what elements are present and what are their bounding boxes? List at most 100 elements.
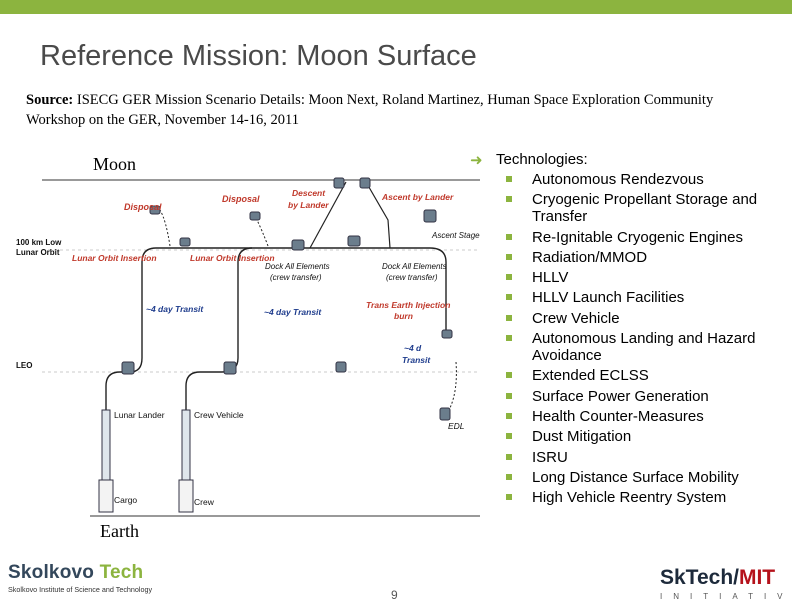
technology-item: Autonomous Rendezvous bbox=[506, 171, 790, 188]
moon-label: Moon bbox=[93, 154, 137, 174]
technology-item: Cryogenic Propellant Storage and Transfe… bbox=[506, 191, 790, 225]
technologies-heading-text: Technologies: bbox=[496, 151, 588, 168]
technology-item: Autonomous Landing and Hazard Avoidance bbox=[506, 330, 790, 364]
square-bullet-icon bbox=[506, 392, 512, 399]
slide-title: Reference Mission: Moon Surface bbox=[40, 40, 477, 72]
square-bullet-icon bbox=[506, 372, 512, 379]
ascent-path bbox=[365, 181, 391, 249]
technology-item-text: HLLV Launch Facilities bbox=[532, 289, 685, 307]
technology-item: Health Counter-Measures bbox=[506, 408, 790, 425]
loi-label-2: Lunar Orbit Insertion bbox=[190, 253, 275, 263]
edl-label: EDL bbox=[448, 421, 465, 431]
edl-arrow bbox=[449, 361, 457, 409]
technology-item-text: Health Counter-Measures bbox=[532, 407, 704, 425]
technology-item-text: ISRU bbox=[532, 448, 568, 466]
sktech-mit-logo: SkTech/MIT INITIATIVE bbox=[660, 566, 792, 601]
technology-item-text: Re-Ignitable Cryogenic Engines bbox=[532, 228, 743, 246]
descent-label-1: Descent bbox=[292, 188, 326, 198]
source-label: Source: bbox=[26, 92, 74, 108]
arrow-bullet-icon: ➜ bbox=[470, 152, 483, 169]
transit-label-3b: Transit bbox=[402, 355, 431, 365]
ascent-lander-label: Ascent by Lander bbox=[381, 192, 454, 202]
square-bullet-icon bbox=[506, 196, 512, 203]
earth-label: Earth bbox=[100, 521, 139, 541]
dock-label-1a: Dock All Elements bbox=[265, 262, 330, 271]
technology-item-text: Crew Vehicle bbox=[532, 309, 620, 327]
square-bullet-icon bbox=[506, 453, 512, 460]
technology-item-text: Surface Power Generation bbox=[532, 387, 709, 405]
square-bullet-icon bbox=[506, 473, 512, 480]
technologies-heading: ➜ Technologies: bbox=[470, 151, 790, 169]
technologies-list: ➜ Technologies: Autonomous Rendezvous Cry… bbox=[470, 151, 790, 509]
technology-item-text: Autonomous Rendezvous bbox=[532, 171, 704, 188]
logo-initiative: INITIATIVE bbox=[660, 592, 792, 601]
technology-item: Extended ECLSS bbox=[506, 367, 790, 384]
technology-item: Long Distance Surface Mobility bbox=[506, 469, 790, 486]
page-number: 9 bbox=[391, 588, 398, 602]
transit-label-1: ~4 day Transit bbox=[146, 304, 204, 314]
crew-label: Crew bbox=[194, 497, 215, 507]
square-bullet-icon bbox=[506, 314, 512, 321]
technology-item-text: HLLV bbox=[532, 269, 569, 287]
square-bullet-icon bbox=[506, 294, 512, 301]
technology-item: High Vehicle Reentry System bbox=[506, 489, 790, 506]
technology-item: Crew Vehicle bbox=[506, 310, 790, 327]
square-bullet-icon bbox=[506, 412, 512, 419]
technology-item: Dust Mitigation bbox=[506, 428, 790, 445]
source-citation: Source: ISECG GER Mission Scenario Detai… bbox=[26, 90, 746, 130]
technologies-items: Autonomous Rendezvous Cryogenic Propellan… bbox=[470, 171, 790, 506]
crew-path bbox=[185, 247, 253, 480]
return-path bbox=[310, 247, 447, 330]
square-bullet-icon bbox=[506, 433, 512, 440]
ascent-stage-label: Ascent Stage bbox=[431, 231, 480, 240]
technology-item-text: Autonomous Landing and Hazard Avoidance bbox=[532, 330, 756, 365]
square-bullet-icon bbox=[506, 253, 512, 260]
technology-item-text: Extended ECLSS bbox=[532, 367, 649, 385]
logo-subtitle: Skolkovo Institute of Science and Techno… bbox=[8, 585, 153, 594]
tei-label-1: Trans Earth Injection bbox=[366, 300, 450, 310]
dock-label-1b: (crew transfer) bbox=[270, 273, 322, 282]
square-bullet-icon bbox=[506, 233, 512, 240]
skolkovo-tech-logo: Skolkovo Tech Skolkovo Institute of Scie… bbox=[8, 562, 152, 594]
source-text: ISECG GER Mission Scenario Details: Moon… bbox=[26, 92, 714, 128]
technology-item: Radiation/MMOD bbox=[506, 249, 790, 266]
technology-item-text: Radiation/MMOD bbox=[532, 248, 648, 266]
cargo-label: Cargo bbox=[114, 495, 137, 505]
transit-label-2: ~4 day Transit bbox=[264, 307, 322, 317]
disposal-label-2: Disposal bbox=[222, 194, 260, 204]
mission-diagram: 100 km Low Lunar Orbit LEO Disposal Disp… bbox=[16, 177, 480, 517]
technology-item: Re-Ignitable Cryogenic Engines bbox=[506, 229, 790, 246]
square-bullet-icon bbox=[506, 274, 512, 281]
descent-label-2: by Lander bbox=[288, 200, 329, 210]
top-accent-bar bbox=[0, 0, 792, 14]
leo-label: LEO bbox=[16, 361, 32, 370]
technology-item: HLLV bbox=[506, 269, 790, 286]
technology-item-text: Dust Mitigation bbox=[532, 428, 632, 446]
logo-tech-word: Tech bbox=[99, 562, 144, 583]
logo-mit-word: MIT bbox=[738, 566, 776, 589]
square-bullet-icon bbox=[506, 335, 512, 342]
dock-label-2a: Dock All Elements bbox=[382, 262, 447, 271]
orbit-100km-label: 100 km Low bbox=[16, 238, 62, 247]
tei-label-2: burn bbox=[394, 311, 413, 321]
technology-item-text: Cryogenic Propellant Storage and Transfe… bbox=[532, 191, 758, 226]
logo-skolkovo-word: Skolkovo bbox=[8, 562, 95, 583]
crew-vehicle-label: Crew Vehicle bbox=[194, 410, 244, 420]
transit-label-3a: ~4 d bbox=[404, 343, 422, 353]
cargo-path bbox=[105, 247, 310, 480]
spacecraft-icons bbox=[98, 177, 453, 513]
square-bullet-icon bbox=[506, 176, 512, 182]
disposal-arc-2 bbox=[255, 217, 269, 247]
technology-item: Surface Power Generation bbox=[506, 388, 790, 405]
technology-item: ISRU bbox=[506, 449, 790, 466]
disposal-label-1: Disposal bbox=[124, 202, 162, 212]
square-bullet-icon bbox=[506, 494, 512, 501]
technology-item-text: High Vehicle Reentry System bbox=[532, 489, 727, 507]
descent-path bbox=[309, 181, 347, 249]
orbit-100km-label-2: Lunar Orbit bbox=[16, 248, 60, 257]
logo-sktech-word: SkTech/ bbox=[660, 566, 739, 589]
dock-label-2b: (crew transfer) bbox=[386, 273, 438, 282]
lunar-lander-label: Lunar Lander bbox=[114, 410, 165, 420]
technology-item: HLLV Launch Facilities bbox=[506, 289, 790, 306]
disposal-arc-1 bbox=[159, 209, 171, 247]
